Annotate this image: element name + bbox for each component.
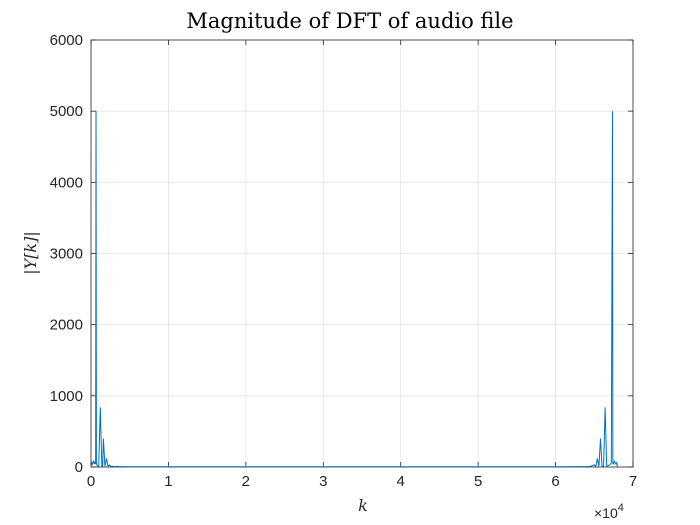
x-axis-label: k bbox=[358, 496, 368, 515]
x-tick-label: 4 bbox=[397, 473, 405, 490]
y-tick-label: 4000 bbox=[50, 174, 83, 191]
x-exponent-base: ×10 bbox=[594, 505, 618, 521]
y-tick-label: 1000 bbox=[50, 388, 83, 405]
grid-lines bbox=[90, 39, 634, 468]
y-tick-label: 0 bbox=[75, 459, 83, 476]
x-tick-label: 7 bbox=[629, 473, 637, 490]
x-tick-label: 2 bbox=[242, 473, 250, 490]
y-tick-label: 5000 bbox=[50, 103, 83, 120]
x-tick-label: 5 bbox=[474, 473, 482, 490]
y-tick-label: 3000 bbox=[50, 246, 83, 263]
x-tick-label: 6 bbox=[551, 473, 559, 490]
tick-marks bbox=[90, 39, 634, 468]
y-axis-label: |Y[k]| bbox=[21, 231, 40, 275]
x-exponent-label: ×104 bbox=[594, 502, 624, 521]
x-tick-label: 1 bbox=[164, 473, 172, 490]
series-line bbox=[90, 111, 619, 468]
y-tick-labels: 0 1000 2000 3000 4000 5000 6000 bbox=[50, 32, 83, 476]
x-tick-label: 3 bbox=[319, 473, 327, 490]
x-exponent-power: 4 bbox=[618, 502, 624, 514]
y-tick-label: 6000 bbox=[50, 32, 83, 49]
y-tick-label: 2000 bbox=[50, 317, 83, 334]
chart-title: Magnitude of DFT of audio file bbox=[186, 9, 513, 33]
x-tick-labels: 0 1 2 3 4 5 6 7 bbox=[87, 473, 637, 490]
x-tick-label: 0 bbox=[87, 473, 95, 490]
